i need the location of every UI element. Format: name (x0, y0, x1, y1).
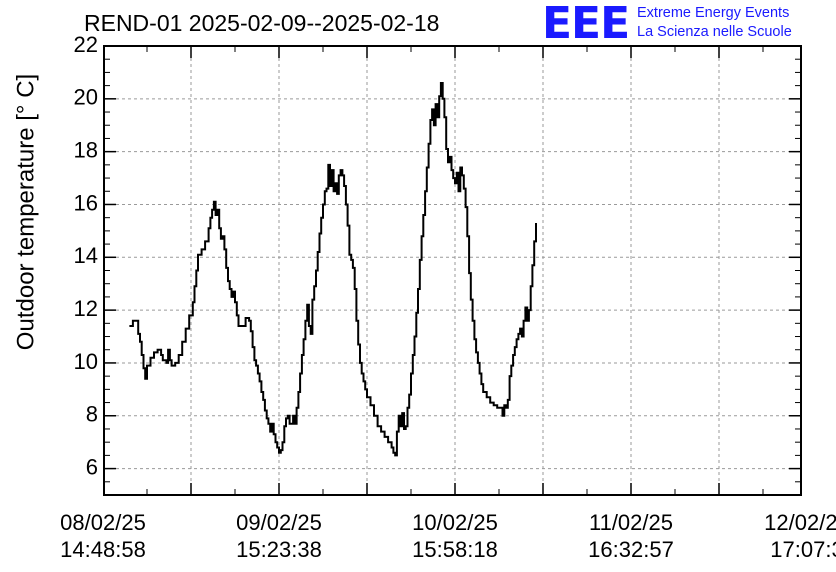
axis-ticks (104, 45, 801, 495)
x-tick-label-time: 15:23:38 (236, 537, 322, 562)
x-tick-label-time: 15:58:18 (412, 537, 498, 562)
y-tick-label: 18 (74, 137, 98, 162)
x-tick-label-time: 14:48:58 (60, 537, 146, 562)
x-tick-label-date: 09/02/25 (236, 510, 322, 535)
y-tick-labels: 6 8 10 12 14 16 18 20 22 (74, 32, 98, 480)
y-axis-label: Outdoor temperature [° C] (12, 74, 39, 350)
grid (104, 46, 801, 495)
chart-title: REND-01 2025-02-09--2025-02-18 (84, 10, 440, 36)
x-tick-label-date: 12/02/25 (764, 510, 836, 535)
x-tick-label-time: 17:07:3 (770, 537, 836, 562)
y-tick-label: 12 (74, 296, 98, 321)
eee-logo: EEE (542, 0, 630, 49)
series-line (129, 82, 537, 457)
y-tick-label: 8 (86, 402, 98, 427)
plot-frame (103, 45, 802, 496)
x-tick-label-date: 10/02/25 (412, 510, 498, 535)
y-tick-label: 10 (74, 349, 98, 374)
y-tick-label: 22 (74, 32, 98, 57)
y-tick-label: 20 (74, 85, 98, 110)
x-tick-label-time: 16:32:57 (588, 537, 674, 562)
eee-logo-caption: Extreme Energy Events La Scienza nelle Sc… (637, 5, 792, 40)
x-tick-label-date: 08/02/25 (60, 510, 146, 535)
y-tick-label: 6 (86, 454, 98, 479)
series-temperature (129, 82, 537, 457)
x-tick-label-date: 11/02/25 (589, 510, 673, 535)
y-tick-label: 16 (74, 190, 98, 215)
y-tick-label: 14 (74, 243, 98, 268)
